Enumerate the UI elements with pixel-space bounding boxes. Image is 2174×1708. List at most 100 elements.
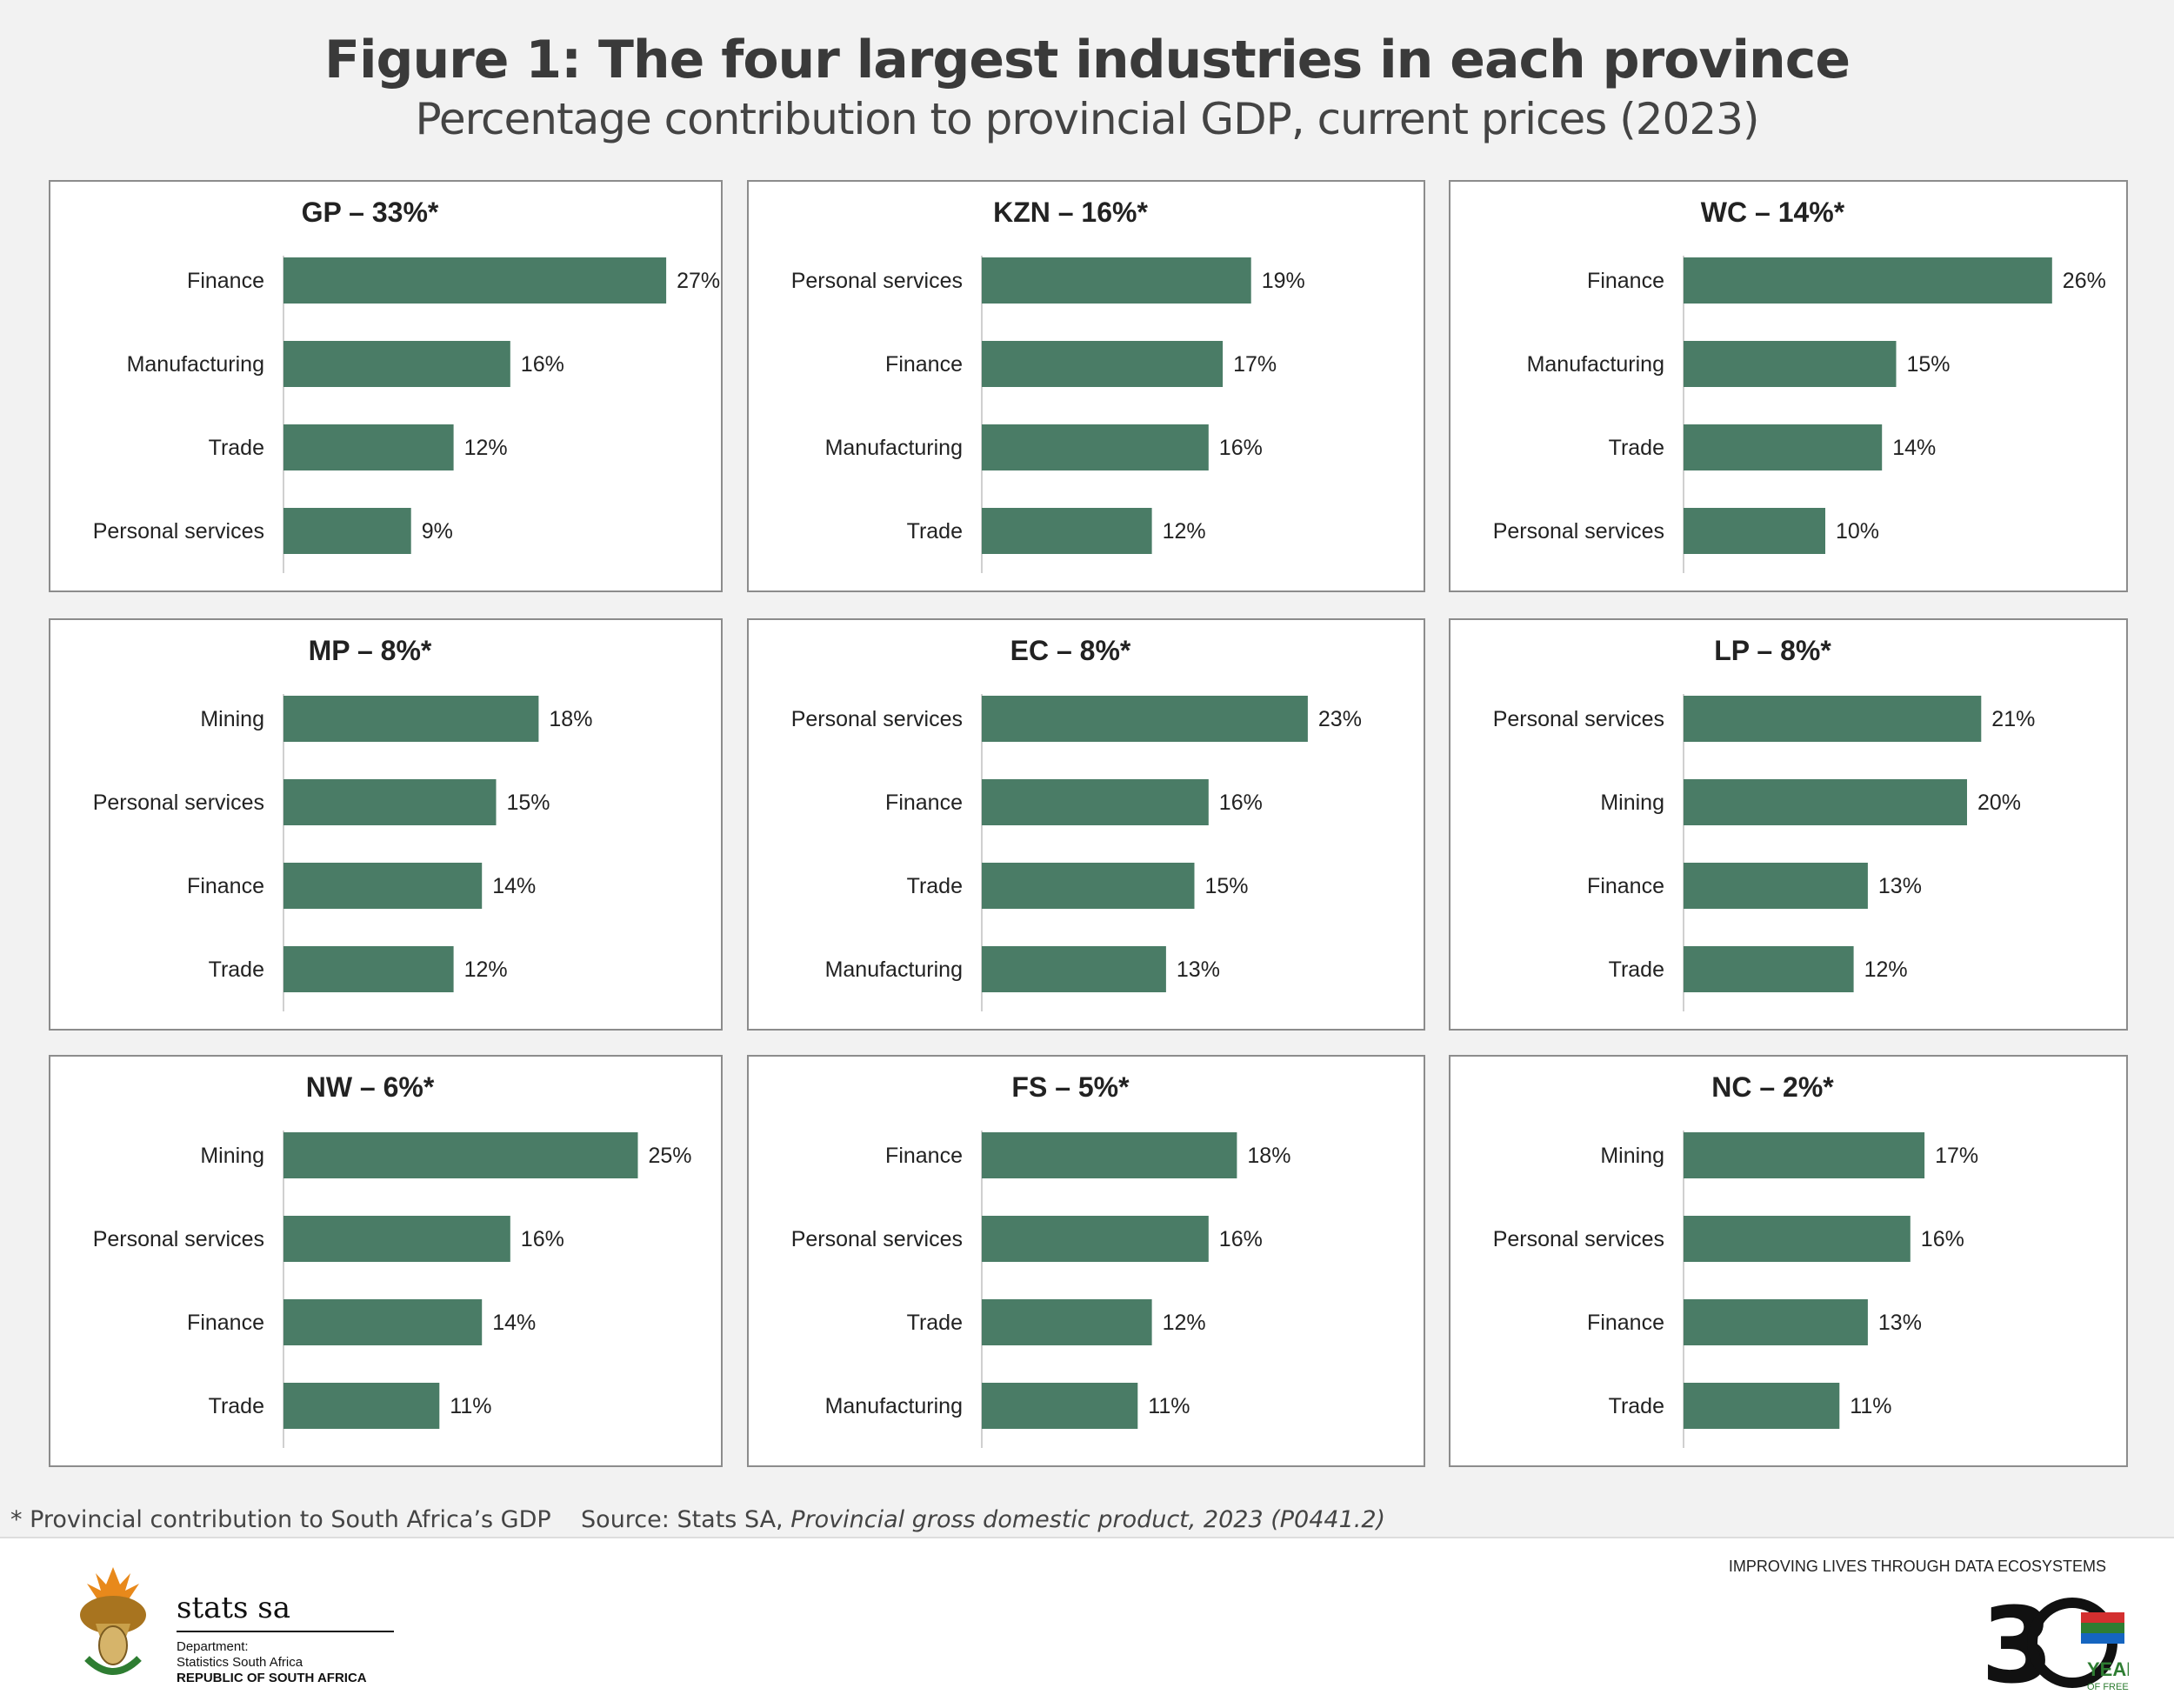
bar <box>283 424 454 470</box>
province-chart-panel: FS – 5%* Finance 18% Personal services 16% Tr… <box>747 1055 1425 1467</box>
data-label: 12% <box>464 436 508 460</box>
bar-chart: GP – 33%* Finance 27% Manufacturing 16% Trade… <box>93 197 720 573</box>
bar-chart: EC – 8%* Personal services 23% Finance 16% Tr… <box>791 635 1362 1011</box>
data-label: 16% <box>1921 1227 1964 1251</box>
bar <box>1684 257 2052 304</box>
data-label: 15% <box>507 791 550 815</box>
data-label: 19% <box>1262 269 1305 293</box>
category-label: Mining <box>200 707 264 731</box>
dept-label: Department: <box>177 1639 249 1654</box>
data-label: 14% <box>492 1311 536 1335</box>
source-prefix: Source: Stats SA, <box>581 1506 791 1533</box>
footnote-note: * Provincial contribution to South Afric… <box>10 1506 551 1533</box>
data-label: 27% <box>677 269 720 293</box>
category-label: Mining <box>1600 1144 1664 1168</box>
chart-title: NC – 2%* <box>1711 1071 1834 1103</box>
category-label: Trade <box>209 957 264 982</box>
bar <box>1684 341 1897 387</box>
footnote: * Provincial contribution to South Afric… <box>10 1506 1385 1533</box>
category-label: Trade <box>209 436 264 460</box>
data-label: 12% <box>1163 1311 1206 1335</box>
bar <box>982 1216 1209 1262</box>
category-label: Finance <box>885 352 963 377</box>
category-label: Personal services <box>791 269 963 293</box>
province-chart-panel: NW – 6%* Mining 25% Personal services 16% Fin… <box>49 1055 723 1467</box>
bar <box>1684 1132 1925 1178</box>
bar-chart: WC – 14%* Finance 26% Manufacturing 15% Trade… <box>1493 197 2106 573</box>
category-label: Personal services <box>1493 1227 1664 1251</box>
category-label: Personal services <box>791 707 963 731</box>
data-label: 14% <box>492 874 536 898</box>
bar <box>1684 1299 1868 1345</box>
svg-text:YEARS: YEARS <box>2087 1658 2129 1680</box>
bar <box>982 257 1251 304</box>
category-label: Trade <box>1609 1394 1664 1418</box>
bar <box>1684 946 1854 992</box>
30-years-freedom-logo: 3 YEARS OF FREEDOM <box>1981 1591 2129 1695</box>
data-label: 25% <box>649 1144 692 1168</box>
data-label: 15% <box>1907 352 1951 377</box>
category-label: Trade <box>1609 436 1664 460</box>
category-label: Trade <box>1609 957 1664 982</box>
bar <box>283 863 483 909</box>
data-label: 14% <box>1892 436 1936 460</box>
bar <box>1684 424 1883 470</box>
bar <box>1684 1383 1840 1429</box>
chart-title: MP – 8%* <box>309 635 432 666</box>
province-chart-panel: LP – 8%* Personal services 21% Mining 20% Fin… <box>1449 618 2128 1031</box>
category-label: Finance <box>885 1144 963 1168</box>
category-label: Manufacturing <box>127 352 264 377</box>
data-label: 18% <box>1247 1144 1290 1168</box>
chart-title: KZN – 16%* <box>993 197 1148 228</box>
dept-name: Statistics South Africa <box>177 1655 303 1670</box>
category-label: Manufacturing <box>825 1394 963 1418</box>
data-label: 12% <box>464 957 508 982</box>
data-label: 11% <box>1148 1394 1190 1418</box>
bar <box>283 946 454 992</box>
data-label: 13% <box>1878 874 1922 898</box>
data-label: 16% <box>1219 1227 1263 1251</box>
category-label: Manufacturing <box>825 957 963 982</box>
svg-text:3: 3 <box>1981 1591 2054 1695</box>
province-chart-panel: MP – 8%* Mining 18% Personal services 15% Fin… <box>49 618 723 1031</box>
chart-title: NW – 6%* <box>306 1071 435 1103</box>
bar <box>283 1132 638 1178</box>
bar <box>982 341 1224 387</box>
bar <box>1684 863 1868 909</box>
province-chart-panel: GP – 33%* Finance 27% Manufacturing 16% Trade… <box>49 180 723 592</box>
bar <box>1684 696 1982 742</box>
data-label: 18% <box>549 707 592 731</box>
chart-title: GP – 33%* <box>302 197 439 228</box>
bar <box>982 1299 1152 1345</box>
chart-title: LP – 8%* <box>1714 635 1831 666</box>
category-label: Personal services <box>1493 519 1664 544</box>
category-label: Personal services <box>1493 707 1664 731</box>
category-label: Mining <box>1600 791 1664 815</box>
bar <box>283 508 411 554</box>
category-label: Trade <box>907 874 963 898</box>
bar <box>982 1132 1237 1178</box>
data-label: 11% <box>450 1394 491 1418</box>
data-label: 15% <box>1205 874 1249 898</box>
bar <box>283 257 667 304</box>
bar <box>1684 1216 1911 1262</box>
data-label: 10% <box>1836 519 1879 544</box>
province-chart-panel: EC – 8%* Personal services 23% Finance 16% Tr… <box>747 618 1425 1031</box>
bar-chart: NW – 6%* Mining 25% Personal services 16% Fin… <box>93 1071 692 1448</box>
chart-title: WC – 14%* <box>1701 197 1845 228</box>
bar-chart: KZN – 16%* Personal services 19% Finance 17%… <box>791 197 1305 573</box>
data-label: 16% <box>1219 436 1263 460</box>
data-label: 20% <box>1977 791 2021 815</box>
data-label: 12% <box>1163 519 1206 544</box>
bar-chart: NC – 2%* Mining 17% Personal services 16% Fin… <box>1493 1071 1978 1448</box>
bar <box>1684 508 1825 554</box>
footer: stats sa Department: Statistics South Af… <box>0 1537 2174 1708</box>
coat-of-arms-icon <box>80 1567 146 1675</box>
data-label: 17% <box>1935 1144 1978 1168</box>
data-label: 21% <box>1991 707 2035 731</box>
tagline: IMPROVING LIVES THROUGH DATA ECOSYSTEMS <box>1728 1558 2106 1575</box>
category-label: Trade <box>907 519 963 544</box>
province-chart-panel: KZN – 16%* Personal services 19% Finance 17%… <box>747 180 1425 592</box>
data-label: 16% <box>521 352 564 377</box>
category-label: Personal services <box>791 1227 963 1251</box>
